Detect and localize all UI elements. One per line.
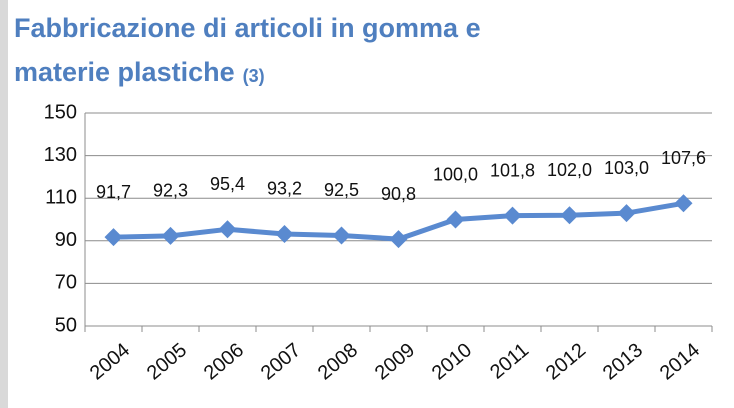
y-tick-label: 70: [55, 272, 77, 294]
data-label: 92,3: [153, 181, 188, 201]
data-label: 91,7: [96, 182, 131, 202]
y-tick-label: 50: [55, 314, 77, 336]
frame: [0, 0, 8, 408]
marker: [218, 220, 237, 239]
title-note: (3): [243, 66, 265, 86]
marker: [389, 230, 408, 249]
data-label: 101,8: [490, 160, 535, 180]
marker: [446, 210, 465, 229]
data-label: 95,4: [210, 174, 245, 194]
y-tick-label: 130: [44, 144, 77, 166]
y-tick-label: 150: [44, 101, 77, 123]
y-tick-label: 90: [55, 229, 77, 251]
data-label: 90,8: [381, 184, 416, 204]
marker: [617, 204, 636, 223]
data-label: 103,0: [604, 158, 649, 178]
data-label: 92,5: [324, 180, 359, 200]
marker: [161, 226, 180, 245]
data-label: 100,0: [433, 164, 478, 184]
data-label: 107,6: [661, 148, 706, 168]
marker: [503, 206, 522, 225]
data-label: 102,0: [547, 160, 592, 180]
chart-subtitle: materie plastiche: [14, 57, 235, 87]
data-label: 93,2: [267, 179, 302, 199]
y-tick-label: 110: [45, 186, 77, 208]
marker: [560, 206, 579, 225]
chart-title: Fabbricazione di articoli in gomma e: [14, 13, 481, 43]
marker: [674, 194, 693, 213]
marker: [332, 226, 351, 245]
marker: [275, 224, 294, 243]
marker: [104, 228, 123, 247]
